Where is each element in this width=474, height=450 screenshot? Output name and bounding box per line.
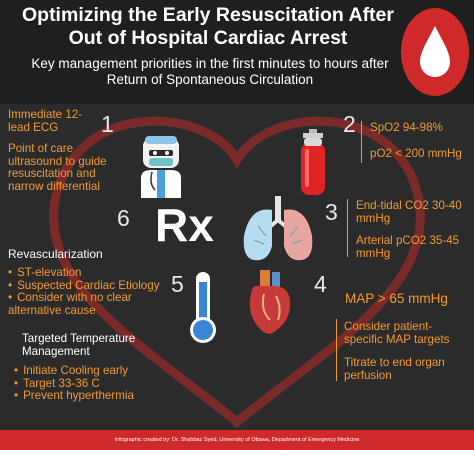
lungs-icon (243, 196, 313, 261)
footer-credit: Infographic created by: Dr. Shahbaz Syed… (114, 437, 360, 443)
ultrasound-text: Point of care ultrasound to guide resusc… (8, 142, 107, 193)
spo2-target: SpO2 94-98% (370, 121, 443, 134)
temperature-title: Targeted Temperature Management (22, 332, 136, 358)
page-title: Optimizing the Early Resuscitation After… (21, 4, 394, 49)
list-item: Initiate Cooling early (14, 364, 164, 378)
ecg-title: Immediate 12-lead ECG (8, 108, 83, 134)
revascularization-list: ST-elevation Suspected Cardiac Etiology … (8, 266, 168, 317)
section-number-3: 3 (325, 199, 338, 225)
blood-drop-icon (401, 8, 469, 96)
titrate-note: Titrate to end organ perfusion (344, 356, 445, 382)
footer: Infographic created by: Dr. Shahbaz Syed… (0, 430, 474, 450)
revascularization-title: Revascularization (8, 247, 103, 261)
section-number-2: 2 (343, 111, 356, 137)
thermometer-icon (190, 272, 216, 343)
map-targets-note: Consider patient-specific MAP targets (344, 320, 450, 346)
list-item: Prevent hyperthermia (14, 389, 164, 403)
map-target: MAP > 65 mmHg (345, 291, 448, 306)
list-item: Consider with no clear alternative cause (8, 291, 168, 317)
rx-symbol: Rx (155, 199, 214, 251)
list-item: Target 33-36 C (14, 377, 164, 391)
section-number-5: 5 (171, 271, 184, 297)
header: Optimizing the Early Resuscitation After… (0, 0, 474, 104)
heart-anatomy-icon (249, 270, 291, 334)
section-number-6: 6 (117, 205, 130, 231)
doctor-icon (141, 136, 181, 198)
pco2-target: Arterial pCO2 35-45 mmHg (356, 234, 460, 260)
oxygen-tank-icon (301, 129, 325, 195)
heart-outline-decoration (49, 116, 425, 428)
section-number-1: 1 (101, 111, 114, 137)
list-item: ST-elevation (8, 266, 168, 280)
temperature-list: Initiate Cooling early Target 33-36 C Pr… (14, 364, 164, 403)
etco2-target: End-tidal CO2 30-40 mmHg (356, 199, 462, 225)
po2-target: pO2 < 200 mmHg (370, 147, 462, 160)
list-item: Suspected Cardiac Etiology (8, 279, 168, 293)
section-number-4: 4 (314, 271, 327, 297)
page-subtitle: Key management priorities in the first m… (31, 56, 389, 87)
